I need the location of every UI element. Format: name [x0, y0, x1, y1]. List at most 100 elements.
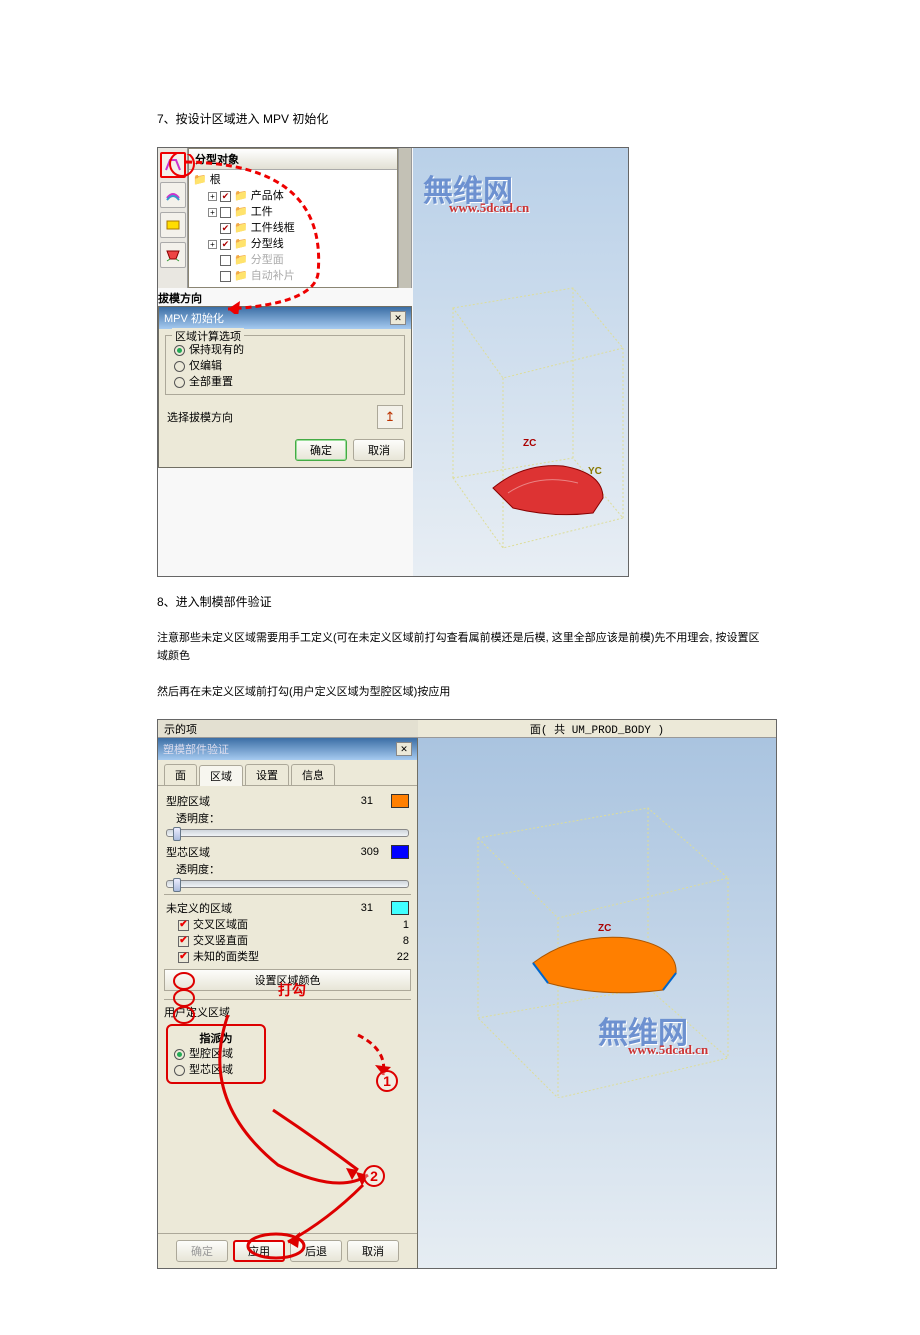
folder-icon: 📁 [234, 268, 248, 284]
radio-icon[interactable] [174, 377, 185, 388]
tree-header: 分型对象 [189, 149, 397, 170]
tab-region[interactable]: 区域 [199, 765, 243, 786]
dialog-title: 塑模部件验证 [163, 741, 229, 757]
step8-text-c: 然后再在未定义区域前打勾(用户定义区域为型腔区域)按应用 [157, 684, 763, 702]
core-color-swatch[interactable] [391, 845, 409, 859]
vertical-toolbar [158, 148, 188, 288]
core-slider[interactable] [166, 880, 409, 888]
radio-icon[interactable] [174, 1049, 185, 1060]
radio-core[interactable]: 型芯区域 [174, 1062, 258, 1078]
draft-dir-label: 拔模方向 [158, 290, 202, 306]
unknown-row[interactable]: ✔未知的面类型22 [164, 949, 411, 965]
radio-icon[interactable] [174, 361, 185, 372]
checkbox[interactable]: ✔ [178, 920, 189, 931]
part-model [483, 458, 613, 528]
tab-settings[interactable]: 设置 [245, 764, 289, 785]
assign-group: 指派为 型腔区域 型芯区域 [166, 1024, 266, 1084]
undefined-row: 未定义的区域 31 [164, 899, 411, 917]
dialog-title: MPV 初始化 [164, 310, 224, 326]
undef-color-swatch[interactable] [391, 901, 409, 915]
cavity-row: 型腔区域 31 [164, 792, 411, 810]
tree-parting[interactable]: +✔📁分型线 [191, 236, 395, 252]
viewport-3d[interactable]: ZC YC 無维网 www.5dcad.cn [418, 738, 776, 1268]
ok-button[interactable]: 确定 [176, 1240, 228, 1262]
cross-face-row[interactable]: ✔交叉区域面1 [164, 917, 411, 933]
close-icon[interactable]: ✕ [390, 311, 406, 325]
step8-text-a: 8、进入制模部件验证 [157, 593, 763, 612]
folder-icon: 📁 [193, 172, 207, 188]
radio-reset[interactable]: 全部重置 [174, 374, 396, 390]
checkbox[interactable]: ✔ [220, 223, 231, 234]
tree-partface[interactable]: 📁分型面 [191, 252, 395, 268]
folder-icon: 📁 [234, 188, 248, 204]
tree-root[interactable]: 📁根 [191, 172, 395, 188]
slider-thumb[interactable] [173, 827, 181, 841]
checkbox[interactable]: ✔ [220, 239, 231, 250]
axis-zc: ZC [523, 438, 536, 449]
cross-vert-row[interactable]: ✔交叉竖直面8 [164, 933, 411, 949]
cancel-button[interactable]: 取消 [353, 439, 405, 461]
core-trans-label: 透明度： [164, 861, 411, 877]
viewport-header: 面( 共 UM_PROD_BODY ) [418, 720, 776, 738]
tool-icon-4[interactable] [160, 242, 186, 268]
mpv-init-dialog: MPV 初始化 ✕ 区域计算选项 保持现有的 仅编辑 全部重置 选择拔模方向 ↥… [158, 306, 412, 468]
assign-legend: 指派为 [174, 1030, 258, 1046]
folder-icon: 📁 [234, 220, 248, 236]
dialog-footer: 确定 应用 后退 取消 [158, 1233, 417, 1268]
slider-thumb[interactable] [173, 878, 181, 892]
checkbox[interactable]: ✔ [178, 952, 189, 963]
close-icon[interactable]: ✕ [396, 742, 412, 756]
tree-product[interactable]: +✔📁产品体 [191, 188, 395, 204]
watermark-url: www.5dcad.cn [449, 200, 529, 216]
checkbox[interactable]: ✔ [178, 936, 189, 947]
cavity-slider[interactable] [166, 829, 409, 837]
viewport-3d[interactable]: 無维网 www.5dcad.cn ZC YC [413, 148, 628, 576]
ok-button[interactable]: 确定 [295, 439, 347, 461]
radio-cavity[interactable]: 型腔区域 [174, 1046, 258, 1062]
screenshot-2: 示的项 面( 共 UM_PROD_BODY ) 塑模部件验证 ✕ 面 区域 设置… [157, 719, 777, 1269]
tab-info[interactable]: 信息 [291, 764, 335, 785]
region-calc-group: 区域计算选项 保持现有的 仅编辑 全部重置 [165, 335, 405, 395]
tree-wireframe[interactable]: ✔📁工件线框 [191, 220, 395, 236]
expand-icon[interactable]: + [208, 240, 217, 249]
step7-text: 7、按设计区域进入 MPV 初始化 [157, 110, 763, 129]
tab-row: 面 区域 设置 信息 [158, 760, 417, 785]
dialog-titlebar[interactable]: 塑模部件验证 ✕ [158, 738, 417, 760]
step8-text-b: 注意那些未定义区域需要用手工定义(可在未定义区域前打勾查看属前模还是后模, 这里… [157, 630, 763, 665]
region-panel: 型腔区域 31 透明度： 型芯区域 309 透明度： 未定义的区域 31 ✔交叉… [158, 785, 417, 1233]
dialog-titlebar[interactable]: MPV 初始化 ✕ [159, 307, 411, 329]
panel-divider[interactable] [398, 148, 412, 288]
apply-button[interactable]: 应用 [233, 1240, 285, 1262]
tool-icon-2[interactable] [160, 182, 186, 208]
draft-direction-button[interactable]: ↥ [377, 405, 403, 429]
expand-icon[interactable]: + [208, 192, 217, 201]
checkbox[interactable]: ✔ [220, 191, 231, 202]
expand-icon[interactable]: + [208, 208, 217, 217]
part-model [518, 928, 688, 1008]
tree-patch[interactable]: 📁自动补片 [191, 268, 395, 284]
mpv-init-tool-icon[interactable] [160, 152, 186, 178]
screenshot-1: 分型对象 📁根 +✔📁产品体 +📁工件 ✔📁工件线框 +✔📁分型线 📁分型面 📁… [157, 147, 629, 577]
tool-icon-3[interactable] [160, 212, 186, 238]
set-region-color-button[interactable]: 设置区域颜色 [164, 969, 411, 991]
radio-edit[interactable]: 仅编辑 [174, 358, 396, 374]
tree-workpiece[interactable]: +📁工件 [191, 204, 395, 220]
folder-icon: 📁 [234, 204, 248, 220]
tab-face[interactable]: 面 [164, 764, 197, 785]
checkbox[interactable] [220, 255, 231, 266]
radio-keep[interactable]: 保持现有的 [174, 342, 396, 358]
back-button[interactable]: 后退 [290, 1240, 342, 1262]
cavity-trans-label: 透明度： [164, 810, 411, 826]
radio-icon[interactable] [174, 1065, 185, 1076]
radio-icon[interactable] [174, 345, 185, 356]
folder-icon: 📁 [234, 236, 248, 252]
cancel-button[interactable]: 取消 [347, 1240, 399, 1262]
watermark-url: www.5dcad.cn [628, 1042, 708, 1058]
userdef-label: 用户定义区域 [164, 1004, 411, 1020]
checkbox[interactable] [220, 271, 231, 282]
draft-direction-row: 选择拔模方向 ↥ [159, 401, 411, 433]
group-legend: 区域计算选项 [172, 328, 244, 344]
folder-icon: 📁 [234, 252, 248, 268]
checkbox[interactable] [220, 207, 231, 218]
cavity-color-swatch[interactable] [391, 794, 409, 808]
